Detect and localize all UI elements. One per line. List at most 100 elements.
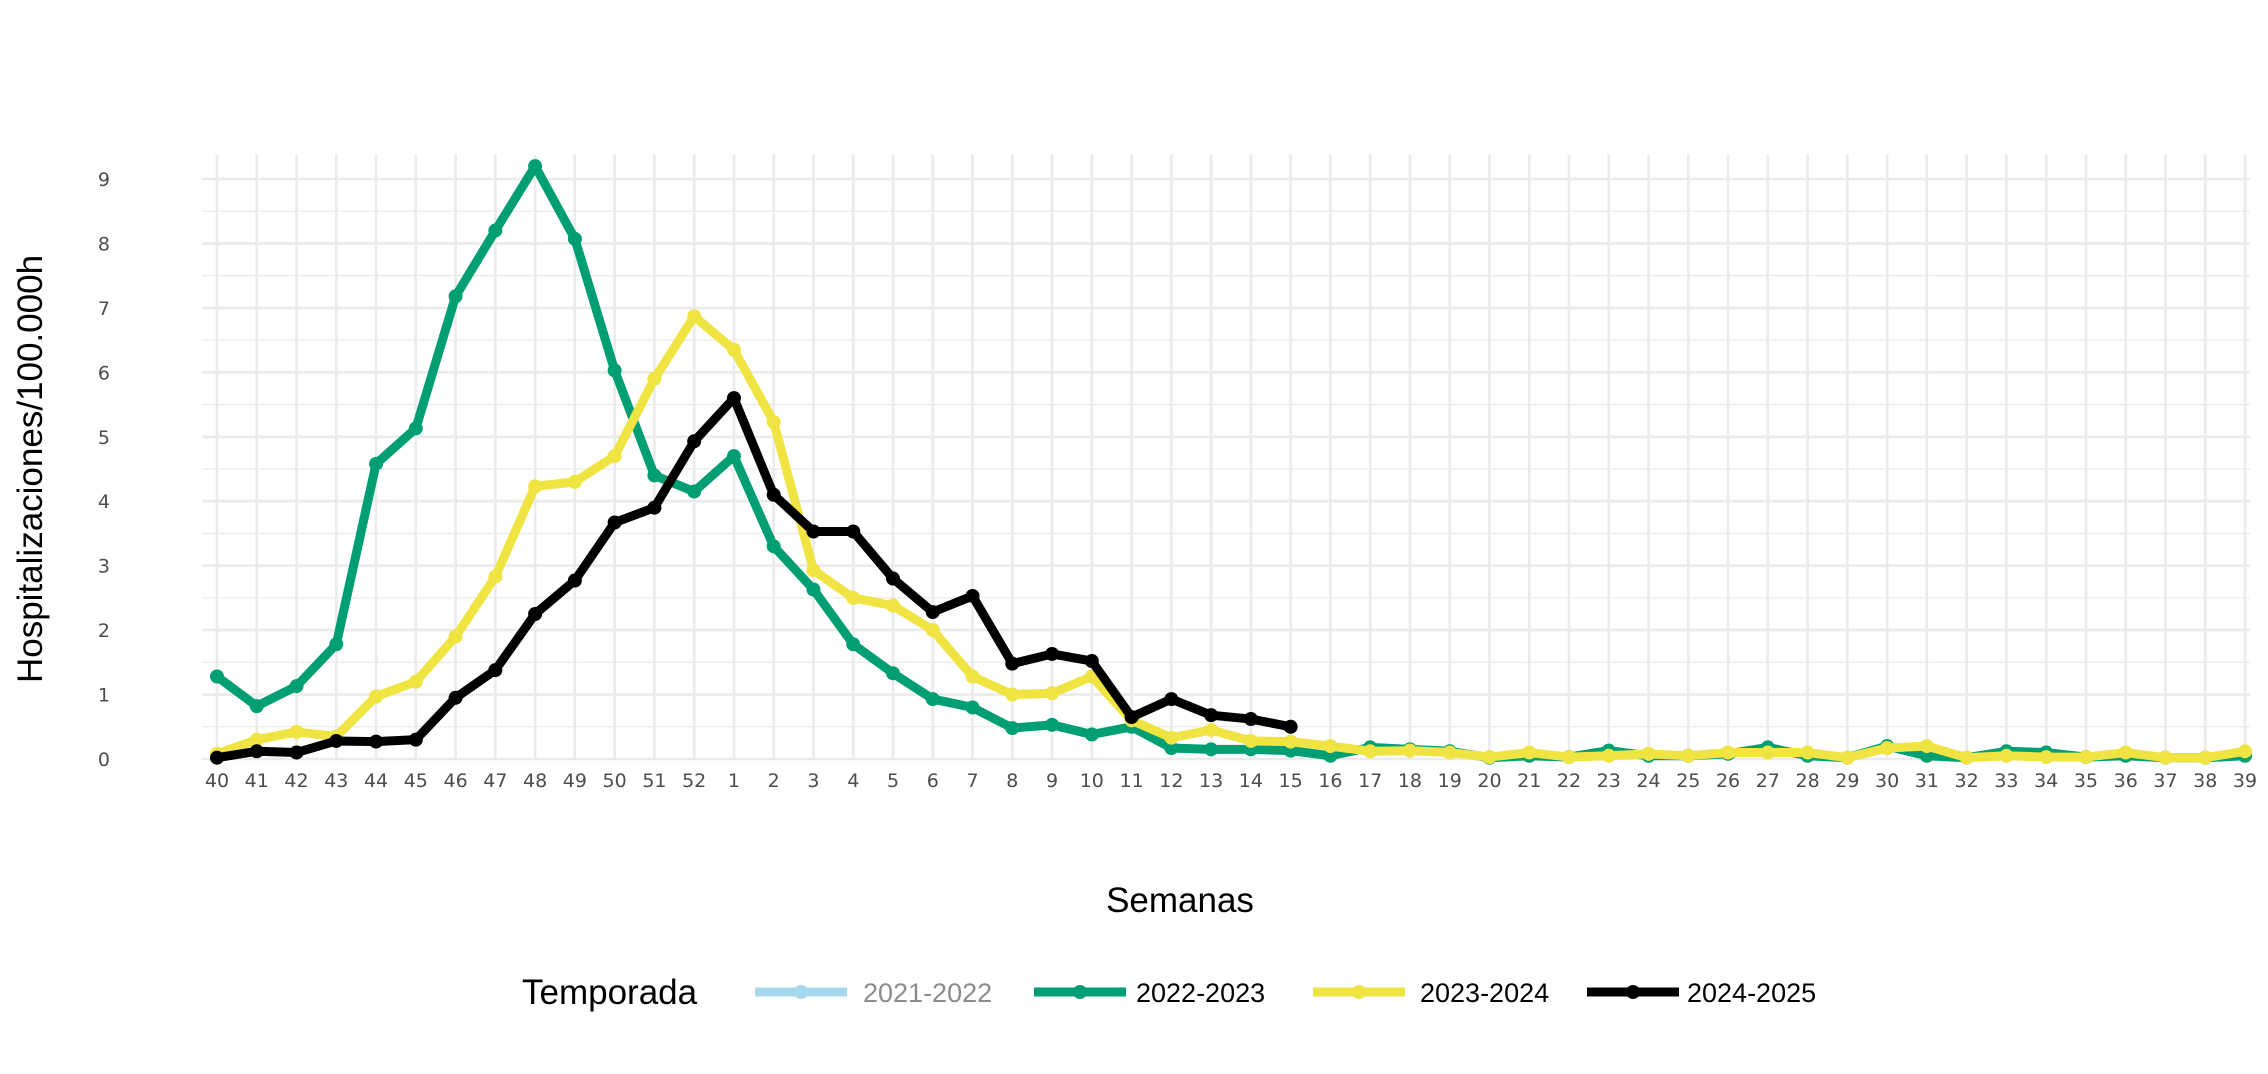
data-point — [488, 223, 503, 238]
series-line — [215, 311, 2246, 763]
data-point — [448, 629, 463, 644]
x-tick-label: 5 — [887, 770, 899, 792]
legend-item-2023-2024[interactable]: 2023-2024 — [1313, 978, 1549, 1008]
series-2022-2023 — [210, 159, 2252, 765]
x-tick-label: 41 — [245, 770, 269, 792]
data-point — [210, 750, 224, 765]
data-point — [886, 598, 900, 613]
data-point — [1243, 712, 1258, 727]
y-tick-label: 3 — [98, 556, 110, 578]
data-point — [1919, 739, 1934, 754]
x-tick-label: 19 — [1438, 770, 1462, 792]
data-point — [1045, 686, 1060, 701]
data-point — [448, 289, 463, 304]
data-point — [1721, 745, 1736, 760]
data-point — [1522, 745, 1537, 760]
data-point — [687, 434, 702, 449]
x-tick-label: 24 — [1636, 770, 1660, 792]
data-point — [1283, 734, 1298, 749]
data-point — [1005, 687, 1020, 702]
data-point — [687, 309, 702, 324]
data-point — [846, 590, 861, 605]
data-point — [1919, 748, 1934, 763]
data-point — [1323, 739, 1338, 754]
data-point — [1760, 745, 1775, 760]
y-tick-label: 0 — [98, 749, 110, 771]
data-point — [766, 539, 781, 554]
legend-label: 2022-2023 — [1136, 978, 1265, 1008]
x-tick-label: 38 — [2193, 770, 2217, 792]
data-point — [408, 421, 423, 436]
data-point — [1681, 748, 1696, 763]
legend-item-2021-2022[interactable]: 2021-2022 — [755, 978, 992, 1008]
series-2023-2024 — [210, 309, 2252, 765]
x-tick-label: 46 — [443, 770, 467, 792]
data-point — [1243, 733, 1258, 748]
data-point — [1800, 745, 1815, 760]
data-point — [528, 607, 543, 621]
legend-item-2024-2025[interactable]: 2024-2025 — [1587, 978, 1816, 1008]
data-point — [766, 414, 781, 429]
data-point — [647, 371, 662, 386]
data-point — [329, 637, 344, 652]
data-point — [1323, 748, 1338, 763]
data-point — [1601, 748, 1616, 763]
y-tick-label: 4 — [98, 491, 110, 513]
x-tick-label: 29 — [1835, 770, 1859, 792]
data-point — [249, 744, 264, 759]
legend-item-2022-2023[interactable]: 2022-2023 — [1034, 978, 1265, 1008]
data-point — [647, 500, 662, 515]
y-tick-label: 2 — [98, 620, 110, 642]
data-point — [1880, 741, 1895, 756]
data-point — [726, 391, 741, 406]
data-point — [607, 449, 622, 464]
x-tick-label: 17 — [1358, 770, 1382, 792]
data-point — [846, 524, 861, 539]
data-point — [2198, 750, 2213, 765]
data-point — [647, 468, 662, 483]
data-point — [567, 474, 582, 489]
data-point — [488, 569, 503, 584]
x-tick-label: 47 — [483, 770, 507, 792]
data-point — [806, 582, 821, 597]
x-tick-label: 6 — [927, 770, 939, 792]
x-tick-label: 11 — [1119, 770, 1143, 792]
data-point — [1045, 717, 1060, 732]
x-axis-title: Semanas — [1106, 881, 1254, 920]
x-tick-label: 10 — [1080, 770, 1104, 792]
data-point — [1005, 656, 1020, 671]
data-point — [2158, 750, 2173, 765]
data-point — [925, 623, 940, 638]
data-point — [249, 732, 264, 747]
data-point — [607, 363, 622, 378]
legend-label: 2024-2025 — [1687, 978, 1816, 1008]
data-point — [726, 449, 741, 464]
legend-label: 2021-2022 — [863, 978, 992, 1008]
series-2024-2025 — [210, 391, 1298, 765]
series-line — [214, 161, 2246, 763]
legend-label: 2023-2024 — [1420, 978, 1549, 1008]
y-tick-label: 1 — [98, 685, 110, 707]
x-tick-label: 12 — [1159, 770, 1183, 792]
data-point — [965, 588, 980, 603]
x-tick-label: 30 — [1875, 770, 1899, 792]
x-tick-label: 14 — [1239, 770, 1263, 792]
grid — [202, 154, 2250, 761]
data-point — [1164, 692, 1179, 707]
x-tick-label: 9 — [1046, 770, 1058, 792]
x-tick-label: 34 — [2034, 770, 2058, 792]
data-point — [488, 663, 503, 678]
data-point — [1204, 708, 1219, 723]
x-tick-label: 1 — [728, 770, 740, 792]
data-point — [806, 524, 821, 539]
legend-swatch-point — [1626, 985, 1640, 999]
x-tick-label: 45 — [404, 770, 428, 792]
data-point — [528, 159, 543, 174]
x-tick-label: 43 — [324, 770, 348, 792]
data-point — [567, 231, 582, 246]
data-point — [2039, 750, 2054, 765]
data-point — [2238, 744, 2252, 759]
data-point — [249, 699, 264, 714]
x-tick-label: 20 — [1477, 770, 1501, 792]
data-point — [965, 669, 980, 684]
